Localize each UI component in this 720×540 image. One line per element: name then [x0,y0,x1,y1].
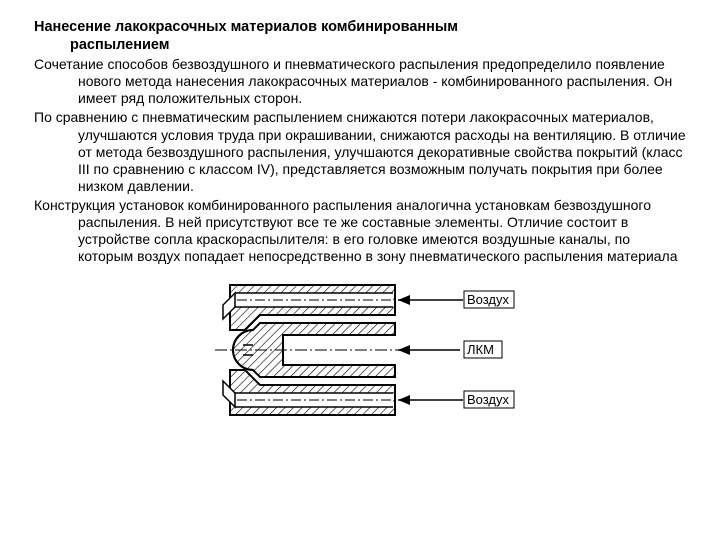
arrowhead-air-bottom [398,395,410,405]
diagram-container: Воздух ЛКМ Воздух [34,275,686,425]
arrowhead-air-top [398,295,410,305]
nozzle-cross-section-diagram: Воздух ЛКМ Воздух [205,275,515,425]
paragraph-3: Конструкция установок комбинированного р… [34,197,686,265]
label-air-top: Воздух [467,292,510,307]
paragraph-2: По сравнению с пневматическим распыление… [34,109,686,194]
document-page: Нанесение лакокрасочных материалов комби… [0,0,720,425]
label-lkm: ЛКМ [467,342,494,357]
label-air-bottom: Воздух [467,392,510,407]
paragraph-1: Сочетание способов безвоздушного и пневм… [34,56,686,107]
arrowhead-lkm [398,345,410,355]
heading-line-2: распылением [40,36,686,54]
heading-line-1: Нанесение лакокрасочных материалов комби… [34,19,458,35]
heading: Нанесение лакокрасочных материалов комби… [34,18,686,54]
